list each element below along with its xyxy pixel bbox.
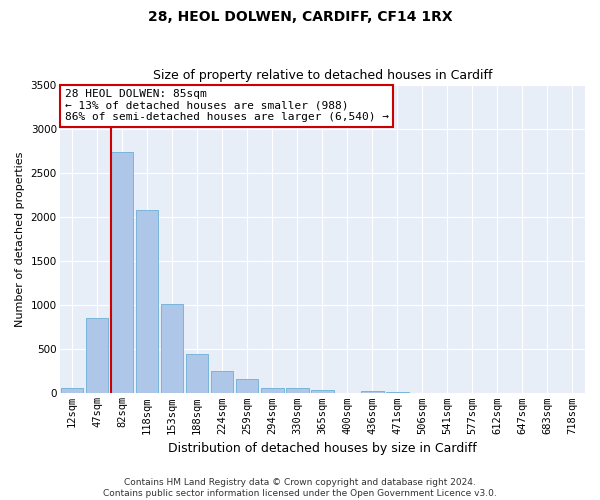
Y-axis label: Number of detached properties: Number of detached properties bbox=[15, 152, 25, 326]
Text: Contains HM Land Registry data © Crown copyright and database right 2024.
Contai: Contains HM Land Registry data © Crown c… bbox=[103, 478, 497, 498]
Bar bbox=[361, 390, 383, 394]
Text: 28 HEOL DOLWEN: 85sqm
← 13% of detached houses are smaller (988)
86% of semi-det: 28 HEOL DOLWEN: 85sqm ← 13% of detached … bbox=[65, 89, 389, 122]
Text: 28, HEOL DOLWEN, CARDIFF, CF14 1RX: 28, HEOL DOLWEN, CARDIFF, CF14 1RX bbox=[148, 10, 452, 24]
Bar bbox=[111, 152, 133, 394]
Bar bbox=[311, 390, 334, 394]
Bar bbox=[386, 392, 409, 394]
Bar bbox=[236, 380, 259, 394]
Bar bbox=[261, 388, 284, 394]
Bar bbox=[186, 354, 208, 394]
X-axis label: Distribution of detached houses by size in Cardiff: Distribution of detached houses by size … bbox=[168, 442, 476, 455]
Bar bbox=[161, 304, 184, 394]
Bar bbox=[86, 318, 109, 394]
Title: Size of property relative to detached houses in Cardiff: Size of property relative to detached ho… bbox=[152, 69, 492, 82]
Bar bbox=[286, 388, 308, 394]
Bar bbox=[211, 372, 233, 394]
Bar bbox=[136, 210, 158, 394]
Bar bbox=[61, 388, 83, 394]
